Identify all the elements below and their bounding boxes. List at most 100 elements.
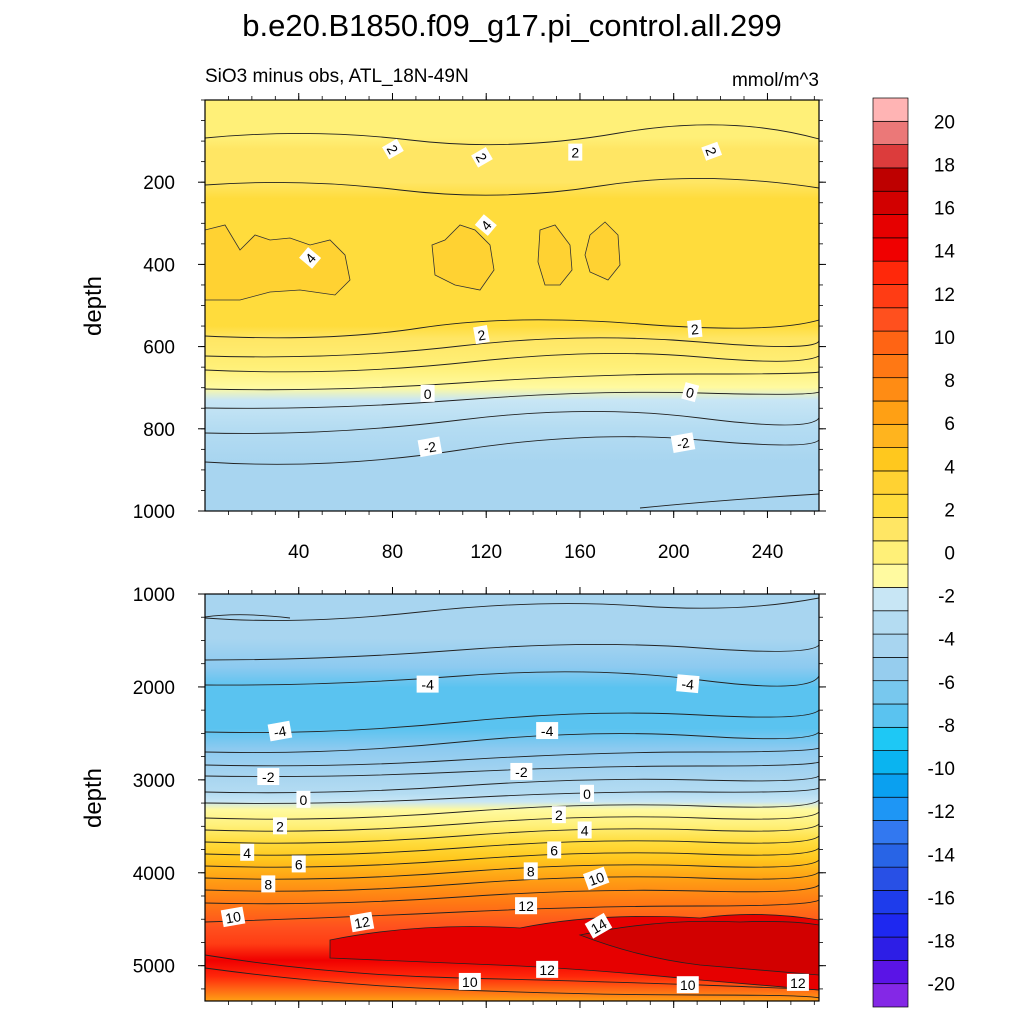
- upper-blob: [205, 224, 351, 301]
- lower-contour-label: -2: [257, 768, 280, 786]
- upper-contour-label-box: [471, 146, 493, 168]
- colorbar-box: [872, 97, 909, 122]
- colorbar-label: -18: [928, 932, 955, 953]
- colorbar-label: 6: [944, 414, 955, 435]
- upper-contour-label-box: [417, 436, 443, 458]
- upper-contour-label: 4: [474, 214, 497, 236]
- lower-contour-label-box: [676, 674, 700, 694]
- upper-contour-label: 2: [568, 143, 583, 161]
- lower-contour-label-text: -2: [515, 764, 528, 780]
- lower-contour-label-text: 12: [790, 975, 806, 991]
- colorbar-box: [872, 517, 909, 542]
- upper-contour-label-text: -2: [422, 438, 437, 456]
- upper-x-tick-label: 240: [752, 542, 784, 563]
- lower-contour-label-text: 6: [295, 856, 303, 872]
- colorbar-box: [872, 796, 909, 821]
- colorbar-box: [872, 447, 909, 472]
- upper-contour-label-box: [687, 319, 703, 338]
- upper-contour-label-text: 2: [476, 327, 487, 344]
- upper-x-tick-label: 80: [382, 542, 403, 563]
- colorbar-box: [872, 260, 909, 285]
- colorbar-box: [872, 144, 909, 169]
- lower-contour-label-text: 8: [264, 876, 272, 892]
- colorbar-box: [872, 470, 909, 495]
- colorbar-box: [872, 214, 909, 239]
- lower-contour-label-text: 10: [586, 869, 606, 889]
- lower-y-tick-label: 5000: [133, 957, 175, 978]
- lower-contours: [205, 597, 819, 999]
- upper-x-ticks: 40 80 120 160 200 240: [228, 93, 815, 563]
- upper-y-tick-label: 600: [143, 338, 175, 359]
- lower-contour-label: 10: [458, 972, 481, 990]
- colorbar-box: [872, 120, 909, 145]
- upper-contour-label-box: [474, 214, 497, 236]
- lower-contour-label: -4: [267, 720, 293, 742]
- colorbar-label: 2: [944, 500, 955, 521]
- lower-contour-label-box: [536, 722, 559, 740]
- colorbar-box: [872, 400, 909, 425]
- lower-contour-label-box: [416, 675, 439, 693]
- lower-contour-label-text: -4: [681, 676, 695, 693]
- colorbar-box: [872, 680, 909, 705]
- lower-contour-label: 14: [584, 912, 613, 939]
- upper-contour-label: 2: [701, 141, 723, 161]
- colorbar-box: [872, 354, 909, 379]
- upper-contour-label-text: 2: [690, 321, 699, 338]
- upper-contour-label: 0: [420, 384, 435, 402]
- lower-contour-label-box: [786, 973, 809, 991]
- colorbar-label: 4: [944, 457, 955, 478]
- colorbar-label: -10: [928, 759, 955, 780]
- upper-x-tick-label: 160: [564, 542, 596, 563]
- colorbar-label: -4: [938, 630, 955, 651]
- lower-x-ticks: [228, 587, 815, 1008]
- upper-contour-labels: 2 2 2 2 4 4 2 2 0 0 -2 -2: [299, 138, 723, 458]
- colorbar-box: [872, 237, 909, 262]
- lower-contour-label-box: [577, 821, 592, 839]
- lower-contour-label-text: 8: [527, 863, 535, 879]
- colorbar-label: -8: [938, 716, 955, 737]
- colorbar-label: 16: [934, 199, 955, 220]
- colorbar-box: [872, 890, 909, 915]
- colorbar-box: [872, 284, 909, 309]
- lower-contour-label-text: 2: [555, 807, 563, 823]
- lower-contour-label: -4: [676, 674, 700, 694]
- lower-contour-label: 2: [272, 817, 287, 835]
- upper-blob: [537, 224, 573, 286]
- upper-contour-label: 0: [681, 382, 700, 403]
- lower-contour-label-box: [536, 960, 559, 978]
- colorbar-box: [872, 633, 909, 658]
- lower-contour-label-box: [458, 972, 481, 990]
- lower-contour-label-box: [510, 762, 533, 780]
- colorbar-box: [872, 750, 909, 775]
- colorbar-box: [872, 190, 909, 215]
- lower-contour-label-box: [272, 817, 287, 835]
- lower-contour-label-box: [220, 906, 246, 928]
- colorbar-box: [872, 960, 909, 985]
- upper-contour-label: -2: [417, 436, 443, 458]
- lower-contour-label-text: 10: [680, 977, 696, 993]
- lower-contour-label-text: 2: [276, 818, 284, 834]
- colorbar-label: 8: [944, 371, 955, 392]
- lower-contour-label-box: [261, 875, 276, 893]
- lower-contour-label: 4: [577, 821, 592, 839]
- colorbar-box: [872, 330, 909, 355]
- colorbar-box: [872, 540, 909, 565]
- lower-contour-label: 10: [676, 976, 699, 994]
- colorbar-label: 0: [944, 544, 955, 565]
- lower-contour-label: 12: [786, 973, 809, 991]
- colorbar-box: [872, 913, 909, 938]
- upper-contour-label: 2: [473, 325, 490, 345]
- colorbar-label: 12: [934, 285, 955, 306]
- colorbar-box: [872, 703, 909, 728]
- lower-contour-label-text: 10: [462, 974, 478, 990]
- upper-contour-label-box: [568, 143, 583, 161]
- upper-contour-label: 4: [299, 247, 322, 269]
- lower-contour-label-box: [257, 768, 280, 786]
- lower-y-axis-label: depth: [80, 768, 107, 828]
- lower-contour-label-box: [291, 855, 306, 873]
- upper-x-tick-label: 40: [288, 542, 309, 563]
